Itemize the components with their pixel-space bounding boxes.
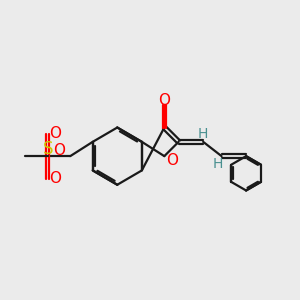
- Text: O: O: [158, 93, 170, 108]
- Text: H: H: [198, 128, 208, 142]
- Text: S: S: [43, 140, 53, 158]
- Text: O: O: [166, 153, 178, 168]
- Text: O: O: [49, 126, 61, 141]
- Text: O: O: [53, 143, 65, 158]
- Text: H: H: [213, 157, 224, 171]
- Text: O: O: [49, 171, 61, 186]
